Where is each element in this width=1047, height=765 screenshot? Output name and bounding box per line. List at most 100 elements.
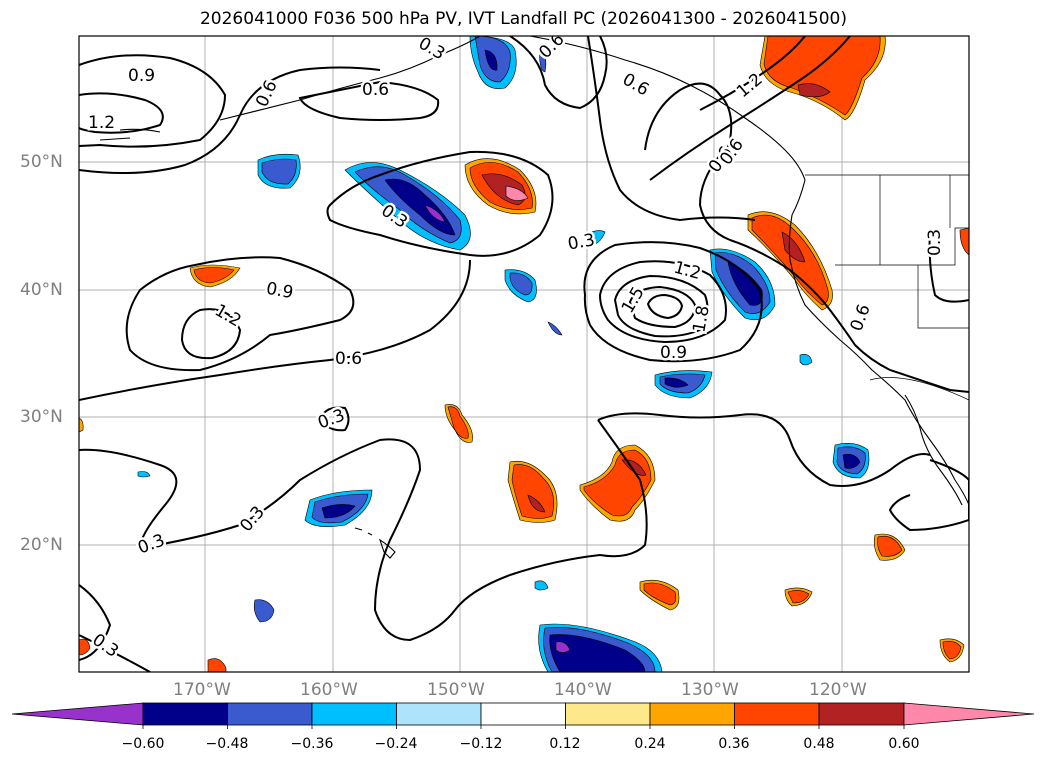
contour-0p6-northwest (79, 66, 381, 175)
colorbar-tick-label: 0.24 (634, 736, 666, 752)
colorbar-tick-label: −0.48 (205, 736, 249, 752)
contour-0p6-alaska (644, 82, 733, 171)
contour-label: 1.2 (88, 113, 115, 133)
contour-0p6-central (298, 80, 440, 121)
blue-patch (539, 44, 547, 73)
colorbar-segment (142, 702, 228, 726)
contour-1p8-cutoff (628, 285, 697, 329)
red-patch (643, 582, 677, 606)
contour-label: 0.9 (660, 343, 687, 363)
contour-0p6-coast (698, 154, 969, 393)
contour-2p1-cutoff (646, 293, 684, 320)
red-patch (787, 590, 810, 604)
contour-label: 0.3 (925, 229, 945, 256)
positive-anomaly-patches (79, 36, 969, 672)
colorbar-segment (565, 702, 651, 726)
colorbar-segment (649, 702, 735, 726)
contour-1p2-cutoff (598, 260, 727, 344)
contour-0p6-band (79, 259, 471, 401)
lat-label-20n: 20°N (20, 535, 63, 555)
blue-patch (664, 377, 689, 388)
colorbar (11, 702, 1035, 729)
red-patch (763, 36, 881, 116)
contour-0p3-small (318, 406, 350, 432)
blue-patch (799, 354, 813, 366)
contour-1p2-low (180, 308, 242, 360)
colorbar-tick-label: 0.36 (718, 736, 750, 752)
lat-label-50n: 50°N (20, 152, 63, 172)
colorbar-tick-label: −0.24 (374, 736, 418, 752)
colorbar-extend-left (11, 702, 144, 726)
blue-patch (509, 272, 533, 296)
colorbar-tick-label: 0.12 (549, 736, 581, 752)
red-patch (511, 464, 554, 519)
blue-patch (534, 580, 549, 591)
contour-0p9-cutoff (583, 241, 763, 363)
lon-label-170w: 170°W (173, 680, 231, 700)
red-patch (193, 267, 235, 284)
contour-label: 0.6 (362, 80, 389, 100)
lon-label-150w: 150°W (427, 680, 485, 700)
contour-0p9-ne (649, 36, 851, 181)
contour-label: 0.6 (335, 349, 362, 369)
lon-label-160w: 160°W (300, 680, 358, 700)
blue-patch (555, 641, 571, 653)
negative-anomaly-patches (137, 36, 870, 672)
lon-label-120w: 120°W (809, 680, 867, 700)
contour-1p5-cutoff (613, 274, 709, 338)
red-patch (79, 638, 91, 656)
colorbar-tick-label: −0.60 (121, 736, 165, 752)
map-background (79, 36, 969, 672)
colorbar-tick-label: 0.60 (888, 736, 920, 752)
contour-0p6-gulf (509, 36, 608, 110)
contour-0p3-west (79, 634, 151, 672)
red-patch (447, 406, 469, 439)
blue-patch (261, 158, 297, 185)
colorbar-segment (396, 702, 482, 726)
map-frame (78, 35, 970, 673)
contour-0p9-northwest (79, 54, 227, 148)
red-patch (527, 494, 546, 513)
red-patch (505, 185, 529, 201)
contour-0p3-se (888, 459, 969, 532)
colorbar-segment (734, 702, 820, 726)
lat-label-30n: 30°N (20, 407, 63, 427)
red-patch (877, 536, 903, 557)
contour-0p3-inland (928, 229, 969, 303)
colorbar-segment (311, 702, 397, 726)
red-patch (781, 231, 806, 263)
lon-label-140w: 140°W (554, 680, 612, 700)
blue-patch (584, 230, 606, 247)
blue-patch (842, 454, 861, 469)
red-patch (207, 658, 227, 672)
lat-label-40n: 40°N (20, 280, 63, 300)
contour-0p3-south (79, 419, 648, 642)
colorbar-extend-right (903, 702, 1035, 726)
blue-patch (384, 178, 456, 236)
red-patch (942, 640, 962, 660)
political-borders (805, 174, 969, 401)
blue-patch (727, 261, 763, 306)
colorbar-segment (480, 702, 566, 726)
blue-patch (137, 471, 151, 478)
contour-1p2-ne (699, 36, 806, 111)
contour-0p3-central (326, 150, 554, 257)
colorbar-tick-label: −0.12 (459, 736, 503, 752)
pv-contours (79, 36, 969, 672)
blue-patch (321, 504, 356, 519)
contour-label: 0.9 (128, 66, 155, 86)
red-patch (959, 227, 969, 256)
blue-patch (484, 49, 498, 71)
blue-patch (253, 599, 275, 623)
colorbar-tick-label: −0.36 (290, 736, 334, 752)
contour-0p3-east (597, 412, 931, 487)
contour-0p9-low (125, 256, 355, 372)
lon-label-130w: 130°W (681, 680, 739, 700)
contour-label: 0.9 (265, 279, 295, 303)
blue-patch (549, 634, 646, 672)
red-patch (797, 83, 831, 98)
contour-1p2-northwest (79, 92, 164, 134)
blue-patch (424, 204, 446, 223)
page-title: 2026041000 F036 500 hPa PV, IVT Landfall… (199, 9, 847, 29)
